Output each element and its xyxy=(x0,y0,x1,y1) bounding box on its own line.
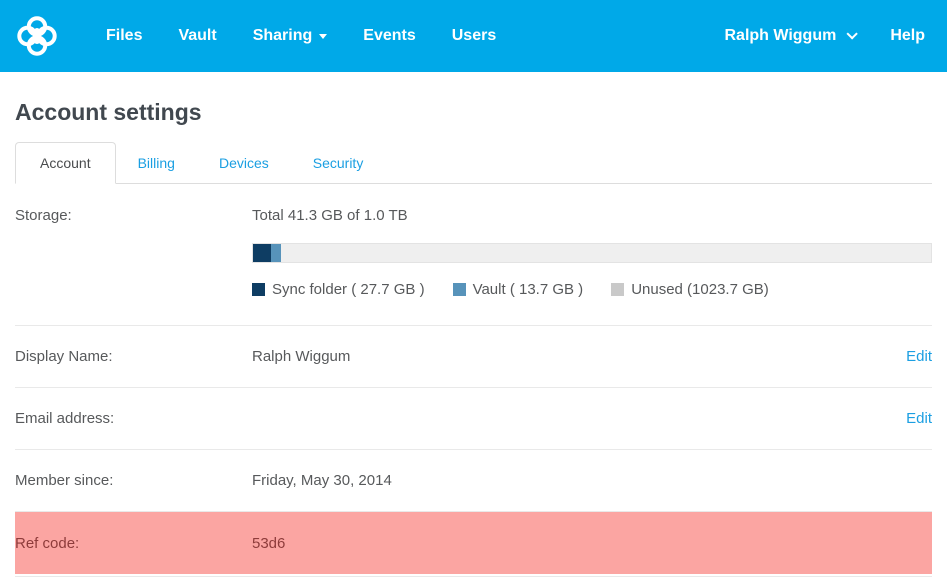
user-menu-area: Ralph Wiggum Help xyxy=(688,27,925,45)
storage-label: Storage: xyxy=(15,207,72,224)
sync-logo-icon xyxy=(17,16,57,56)
nav-item-events[interactable]: Events xyxy=(345,27,433,45)
user-menu-dropdown[interactable]: Ralph Wiggum xyxy=(688,27,859,45)
storage-bar-sync-segment xyxy=(253,244,272,262)
ref-code-row: Ref code: 53d6 xyxy=(15,512,932,574)
vault-swatch-icon xyxy=(452,283,466,296)
settings-tabs: Account Billing Devices Security xyxy=(15,142,932,184)
tab-account[interactable]: Account xyxy=(15,142,116,184)
ref-code-label: Ref code: xyxy=(15,534,80,552)
nav-item-files[interactable]: Files xyxy=(88,27,160,45)
edit-display-name-link[interactable]: Edit xyxy=(906,348,932,365)
edit-email-link[interactable]: Edit xyxy=(906,410,932,427)
sync-logo[interactable] xyxy=(14,13,60,59)
page-title: Account settings xyxy=(15,99,202,125)
storage-content: Total 41.3 GB of 1.0 TB Sync folder ( 27… xyxy=(252,207,932,298)
display-name-row: Display Name: Ralph Wiggum Edit xyxy=(15,326,932,388)
account-settings-page: Account settings Account Billing Devices… xyxy=(0,99,947,577)
storage-row: Storage: Total 41.3 GB of 1.0 TB Sync fo… xyxy=(15,184,932,326)
email-label: Email address: xyxy=(15,410,115,427)
member-since-row: Member since: Friday, May 30, 2014 xyxy=(15,450,932,512)
ref-code-value: 53d6 xyxy=(252,534,286,552)
top-navbar: Files Vault Sharing Events Users Ralph W… xyxy=(0,0,947,72)
nav-item-label: Files xyxy=(106,27,143,44)
member-since-value: Friday, May 30, 2014 xyxy=(252,472,392,489)
user-name-label: Ralph Wiggum xyxy=(724,27,837,44)
legend-item-sync-folder: Sync folder ( 27.7 GB ) xyxy=(252,281,425,298)
nav-item-help[interactable]: Help xyxy=(854,27,925,45)
sync-folder-swatch-icon xyxy=(252,283,265,296)
main-menu: Files Vault Sharing Events Users xyxy=(88,27,688,45)
legend-label: Sync folder ( 27.7 GB ) xyxy=(272,281,425,298)
storage-usage-bar xyxy=(252,243,932,263)
legend-label: Unused (1023.7 GB) xyxy=(631,281,769,298)
tab-security[interactable]: Security xyxy=(312,155,364,171)
legend-item-vault: Vault ( 13.7 GB ) xyxy=(452,281,584,298)
unused-swatch-icon xyxy=(611,283,625,296)
legend-label: Vault ( 13.7 GB ) xyxy=(472,281,584,298)
nav-item-vault[interactable]: Vault xyxy=(160,27,234,45)
storage-bar-vault-segment xyxy=(271,244,281,262)
nav-item-label: Vault xyxy=(178,27,217,44)
caret-down-icon xyxy=(319,33,328,39)
nav-item-label: Help xyxy=(890,27,925,44)
email-row: Email address: Edit xyxy=(15,388,932,450)
display-name-label: Display Name: xyxy=(15,348,113,365)
storage-total-text: Total 41.3 GB of 1.0 TB xyxy=(252,207,408,224)
nav-item-label: Sharing xyxy=(252,27,313,44)
nav-item-label: Events xyxy=(363,27,416,44)
tab-devices[interactable]: Devices xyxy=(218,155,269,171)
tab-billing[interactable]: Billing xyxy=(137,155,175,171)
nav-item-users[interactable]: Users xyxy=(434,27,514,45)
display-name-value: Ralph Wiggum xyxy=(252,348,351,365)
member-since-label: Member since: xyxy=(15,472,114,489)
nav-item-sharing[interactable]: Sharing xyxy=(235,27,346,45)
legend-item-unused: Unused (1023.7 GB) xyxy=(611,281,769,298)
nav-item-label: Users xyxy=(451,27,497,44)
storage-legend: Sync folder ( 27.7 GB ) Vault ( 13.7 GB … xyxy=(252,281,932,298)
